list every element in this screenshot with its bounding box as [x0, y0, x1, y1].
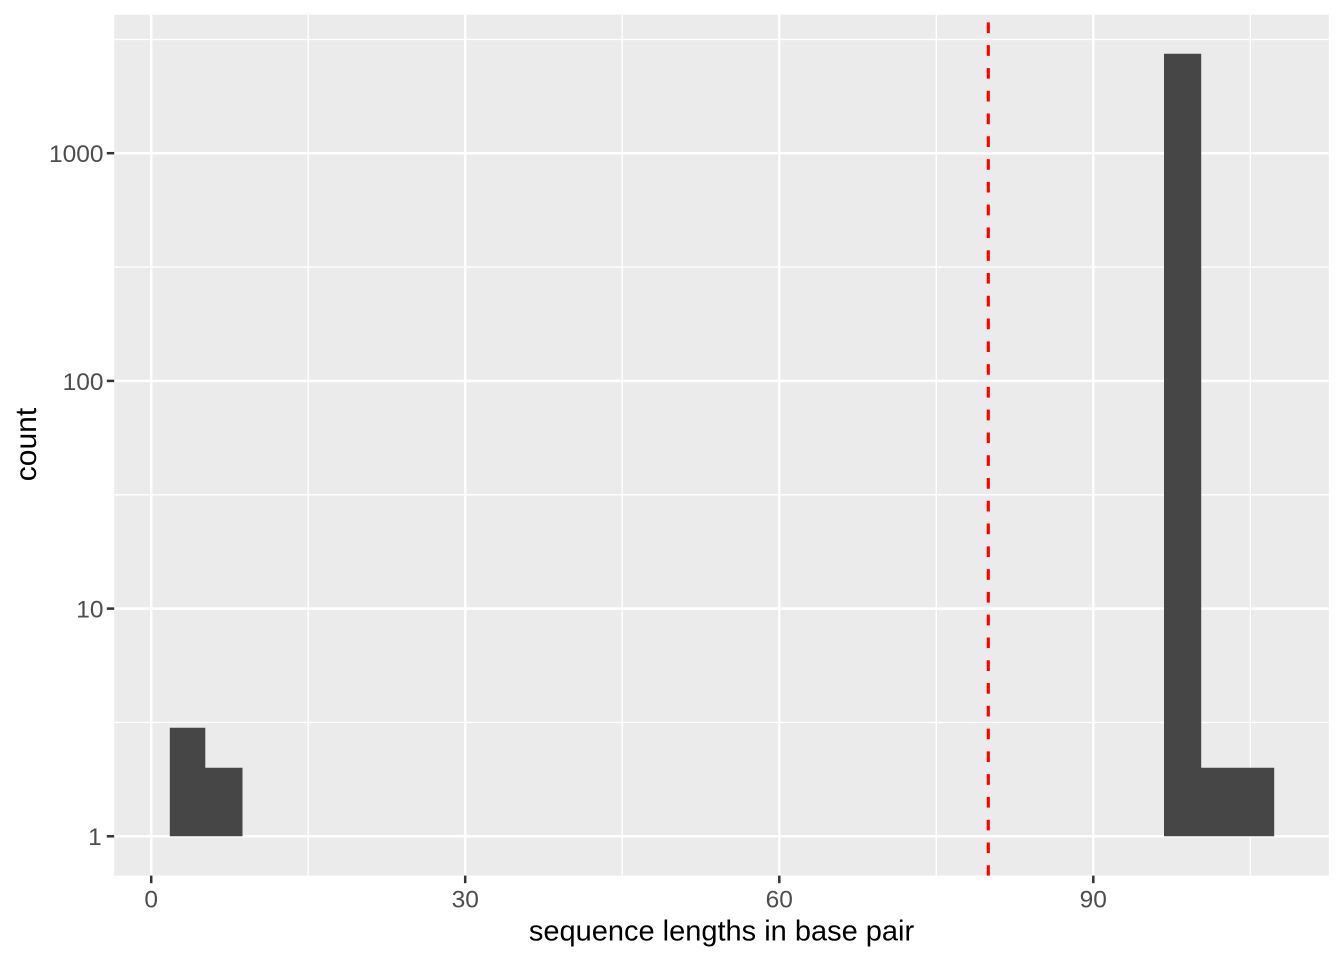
svg-text:90: 90 [1080, 887, 1107, 914]
svg-text:sequence lengths in base pair: sequence lengths in base pair [529, 915, 915, 947]
svg-text:1: 1 [88, 824, 102, 851]
svg-text:60: 60 [766, 887, 793, 914]
svg-text:0: 0 [144, 887, 158, 914]
svg-text:100: 100 [63, 369, 104, 396]
svg-text:count: count [10, 407, 43, 481]
svg-text:1000: 1000 [49, 141, 104, 168]
svg-text:30: 30 [452, 887, 479, 914]
svg-text:10: 10 [76, 597, 103, 624]
